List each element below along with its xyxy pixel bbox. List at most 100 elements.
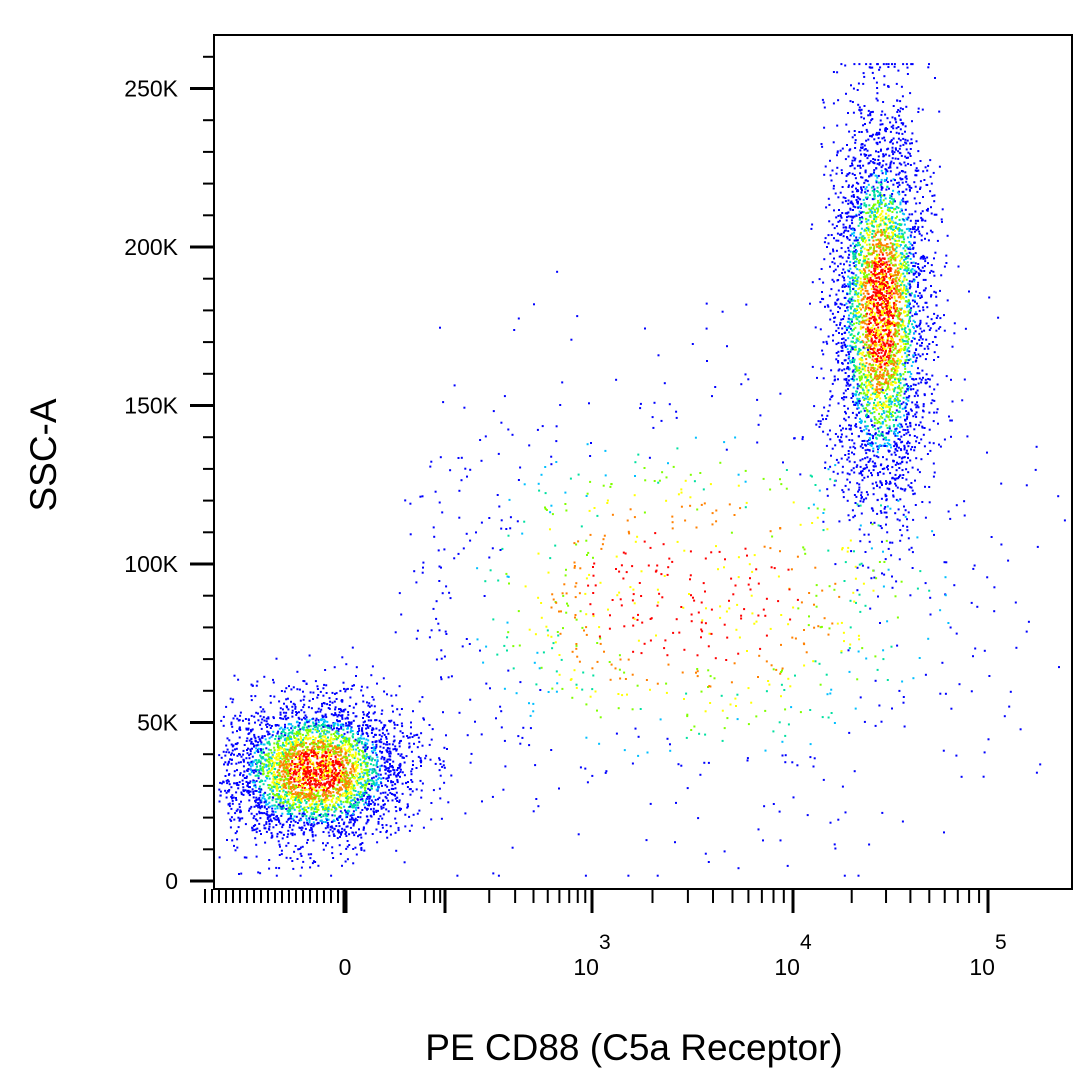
data-point (306, 737, 309, 740)
data-point (394, 831, 397, 834)
data-point (268, 777, 271, 780)
data-point (321, 766, 324, 769)
data-point (340, 699, 343, 702)
data-point (361, 798, 364, 801)
data-point (316, 746, 319, 749)
data-point (365, 783, 368, 786)
data-point (383, 803, 386, 806)
data-point (286, 754, 289, 757)
data-point (324, 744, 327, 747)
data-point (367, 704, 370, 707)
data-point (300, 799, 303, 802)
data-point (263, 719, 266, 722)
data-point (840, 345, 843, 348)
data-point (308, 819, 311, 822)
data-point (441, 765, 444, 768)
data-point (230, 723, 233, 726)
data-point (322, 757, 324, 760)
data-point (322, 795, 325, 798)
data-point (319, 756, 322, 759)
data-point (345, 784, 348, 787)
data-point (366, 779, 369, 782)
data-point (351, 765, 354, 768)
data-point (234, 849, 237, 852)
data-point (319, 769, 322, 772)
data-point (833, 262, 836, 265)
data-point (837, 350, 840, 353)
data-point (286, 756, 289, 759)
data-point (250, 760, 253, 763)
data-point (253, 733, 256, 736)
data-point (290, 723, 293, 726)
data-point (378, 796, 381, 799)
data-point (866, 448, 869, 451)
data-point (317, 779, 320, 782)
data-point (893, 295, 896, 298)
data-point (834, 303, 837, 306)
data-point (835, 352, 838, 354)
data-point (281, 708, 284, 711)
data-point (910, 261, 913, 264)
data-point (903, 269, 906, 272)
data-point (358, 739, 361, 742)
data-point (319, 774, 322, 777)
data-point (890, 311, 892, 314)
data-point (863, 204, 866, 207)
data-point (818, 425, 821, 428)
data-point (857, 244, 860, 247)
data-point (284, 769, 287, 772)
data-point (258, 829, 261, 832)
data-point (348, 810, 351, 813)
data-point (852, 312, 855, 315)
data-point (405, 781, 407, 784)
data-point (287, 785, 290, 788)
data-point (243, 770, 246, 773)
data-point (288, 780, 291, 783)
data-point (319, 738, 322, 741)
data-point (318, 748, 321, 751)
data-point (274, 761, 277, 764)
data-point (318, 730, 320, 732)
data-point (382, 746, 385, 749)
data-point (349, 818, 351, 821)
data-point (273, 776, 276, 779)
data-point (267, 786, 270, 789)
data-point (312, 860, 315, 863)
data-point (298, 722, 301, 724)
data-point (366, 820, 369, 823)
data-point (270, 751, 273, 754)
data-point (892, 495, 895, 498)
data-point (347, 724, 350, 727)
data-point (865, 315, 868, 318)
data-point (362, 776, 365, 778)
data-point (395, 694, 398, 697)
data-point (867, 183, 870, 186)
data-point (853, 246, 856, 249)
data-point (278, 854, 281, 856)
data-point (840, 318, 843, 321)
data-point (298, 761, 301, 764)
data-point (866, 233, 869, 236)
data-point (889, 163, 892, 166)
data-point (231, 839, 234, 842)
data-point (346, 825, 349, 828)
data-point (318, 745, 320, 748)
data-point (278, 820, 280, 823)
data-point (885, 382, 888, 385)
data-point (897, 446, 900, 449)
data-point (348, 778, 351, 781)
data-point (341, 811, 344, 814)
data-point (338, 751, 341, 754)
data-point (247, 733, 250, 735)
data-point (340, 833, 342, 836)
data-point (832, 141, 835, 144)
data-point (266, 794, 269, 797)
data-point (391, 799, 394, 802)
data-point (347, 789, 350, 792)
data-point (883, 437, 886, 439)
data-point (346, 780, 349, 783)
data-point (249, 765, 252, 768)
data-point (267, 748, 270, 751)
data-point (368, 705, 371, 708)
data-point (279, 779, 282, 782)
